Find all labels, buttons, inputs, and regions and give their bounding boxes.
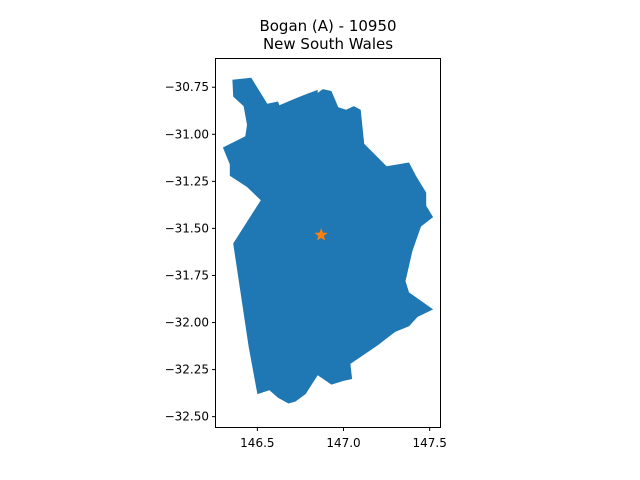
y-tick-label: −32.00 xyxy=(165,316,209,330)
region-boundary xyxy=(222,77,434,404)
x-tick-label: 147.5 xyxy=(412,436,446,450)
y-axis: −30.75 −31.00 −31.25 −31.50 −31.75 −32.00 −32.… xyxy=(165,80,216,424)
y-tick-label: −31.75 xyxy=(165,268,209,282)
x-tick-label: 146.5 xyxy=(240,436,274,450)
map-subtitle: New South Wales xyxy=(263,35,393,53)
map-title: Bogan (A) - 10950 xyxy=(259,17,396,35)
y-tick-label: −31.25 xyxy=(165,174,209,188)
y-tick-label: −32.25 xyxy=(165,363,209,377)
plot-area xyxy=(222,77,434,404)
y-tick-label: −32.50 xyxy=(165,410,209,424)
y-tick-label: −31.00 xyxy=(165,127,209,141)
y-tick-label: −31.50 xyxy=(165,221,209,235)
x-tick-label: 147.0 xyxy=(326,436,360,450)
axes-frame xyxy=(215,58,441,428)
star-icon xyxy=(314,228,328,241)
y-tick-label: −30.75 xyxy=(165,80,209,94)
x-axis: 146.5 147.0 147.5 xyxy=(240,427,447,450)
